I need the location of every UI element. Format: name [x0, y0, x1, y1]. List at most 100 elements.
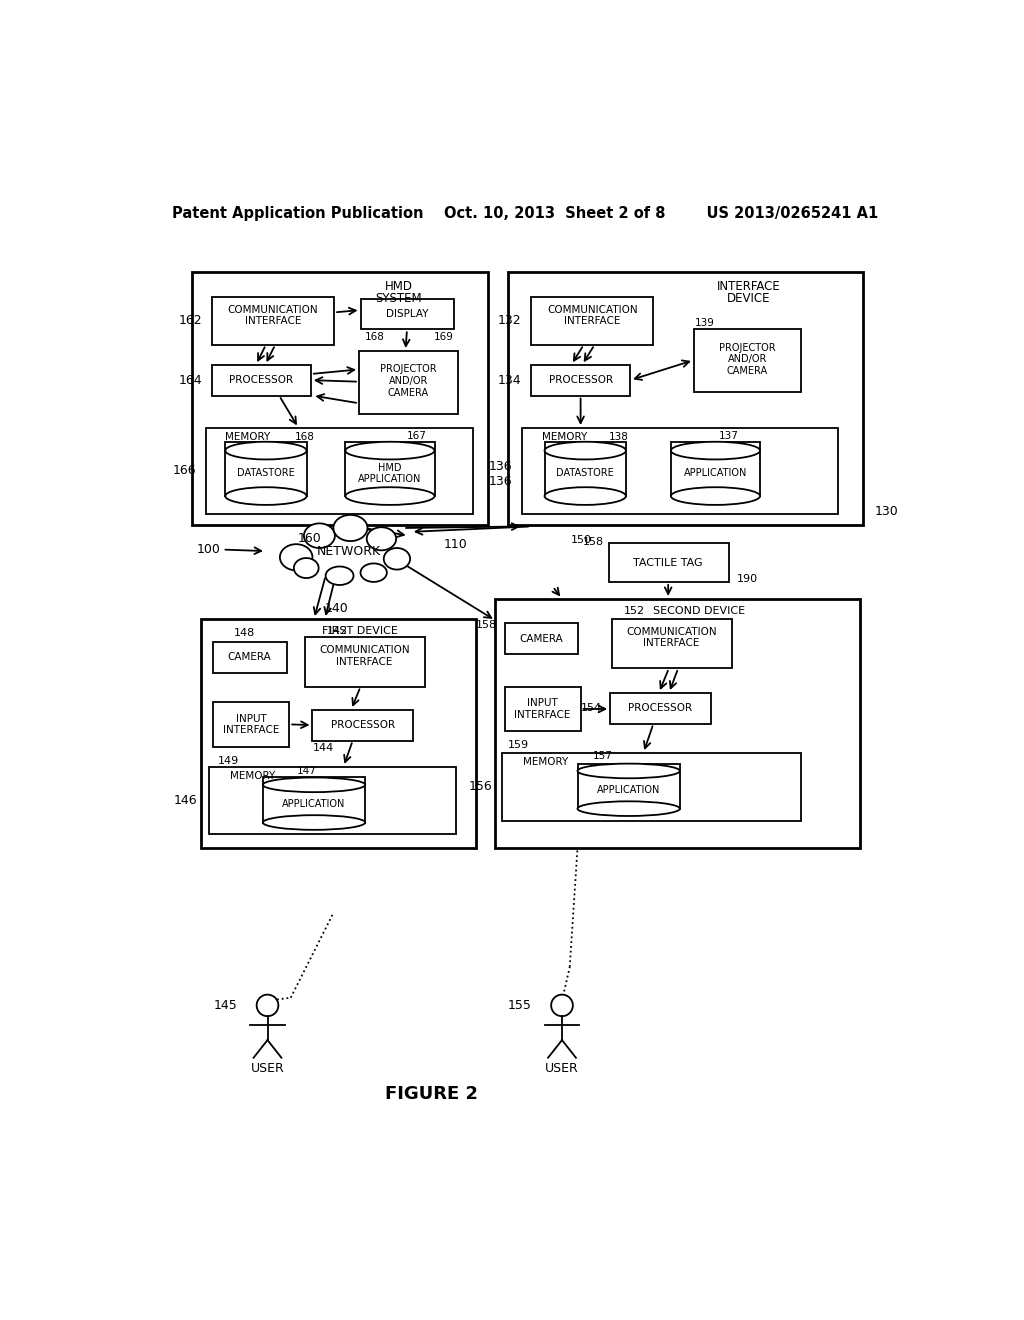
- Text: 158: 158: [583, 537, 604, 546]
- Ellipse shape: [671, 487, 760, 506]
- Ellipse shape: [345, 487, 434, 506]
- Text: INPUT
INTERFACE: INPUT INTERFACE: [223, 714, 280, 735]
- Circle shape: [551, 995, 572, 1016]
- Ellipse shape: [294, 558, 318, 578]
- Text: COMMUNICATION
INTERFACE: COMMUNICATION INTERFACE: [547, 305, 638, 326]
- Bar: [505, 686, 581, 731]
- Text: DATASTORE: DATASTORE: [238, 469, 295, 478]
- Bar: [212, 297, 334, 345]
- Bar: [671, 442, 760, 496]
- Text: 158: 158: [476, 620, 497, 630]
- Ellipse shape: [578, 763, 680, 779]
- Ellipse shape: [345, 442, 434, 459]
- Text: APPLICATION: APPLICATION: [597, 785, 660, 795]
- Text: 150: 150: [570, 535, 592, 545]
- Bar: [359, 351, 458, 414]
- Bar: [610, 693, 711, 723]
- Text: APPLICATION: APPLICATION: [283, 799, 346, 809]
- Text: PROJECTOR
AND/OR
CAMERA: PROJECTOR AND/OR CAMERA: [719, 343, 775, 376]
- Ellipse shape: [280, 544, 312, 570]
- Text: 142: 142: [327, 626, 348, 636]
- Bar: [545, 442, 626, 496]
- Text: INTERFACE: INTERFACE: [717, 280, 781, 293]
- Text: 159: 159: [508, 741, 528, 750]
- Text: CAMERA: CAMERA: [227, 652, 271, 663]
- Text: 100: 100: [197, 543, 220, 556]
- Text: COMMUNICATION
INTERFACE: COMMUNICATION INTERFACE: [319, 645, 410, 667]
- Bar: [312, 710, 414, 741]
- Bar: [521, 428, 838, 515]
- Bar: [608, 544, 729, 582]
- Text: 139: 139: [695, 318, 715, 329]
- Text: PROCESSOR: PROCESSOR: [331, 721, 395, 730]
- Text: USER: USER: [545, 1063, 579, 1074]
- Text: MEMORY: MEMORY: [230, 771, 275, 781]
- Text: NETWORK: NETWORK: [316, 545, 381, 557]
- Text: 132: 132: [498, 314, 521, 327]
- Bar: [693, 330, 801, 392]
- Text: 152: 152: [625, 606, 645, 616]
- Text: 147: 147: [297, 767, 316, 776]
- Ellipse shape: [304, 523, 335, 548]
- Text: 110: 110: [443, 539, 467, 552]
- Text: 169: 169: [434, 333, 454, 342]
- Bar: [345, 442, 434, 496]
- Bar: [611, 619, 732, 668]
- Ellipse shape: [367, 527, 396, 550]
- Ellipse shape: [263, 777, 366, 792]
- Text: MEMORY: MEMORY: [542, 432, 587, 442]
- Bar: [213, 642, 287, 673]
- Bar: [213, 702, 289, 747]
- Text: 155: 155: [508, 999, 531, 1012]
- Text: CAMERA: CAMERA: [519, 634, 563, 644]
- Text: 164: 164: [179, 374, 203, 387]
- Text: SYSTEM: SYSTEM: [376, 292, 422, 305]
- Text: 168: 168: [366, 333, 385, 342]
- Text: 134: 134: [498, 374, 521, 387]
- Text: 130: 130: [876, 504, 899, 517]
- Text: SECOND DEVICE: SECOND DEVICE: [653, 606, 745, 616]
- Bar: [578, 763, 680, 809]
- Text: 156: 156: [469, 780, 493, 793]
- Text: 157: 157: [593, 751, 613, 760]
- Ellipse shape: [578, 801, 680, 816]
- Text: COMMUNICATION
INTERFACE: COMMUNICATION INTERFACE: [227, 305, 318, 326]
- Bar: [191, 272, 487, 525]
- Bar: [531, 297, 653, 345]
- Text: MEMORY: MEMORY: [225, 432, 270, 442]
- Text: 145: 145: [214, 999, 238, 1012]
- Text: 140: 140: [325, 602, 348, 615]
- Text: PROCESSOR: PROCESSOR: [229, 375, 293, 385]
- Bar: [502, 752, 801, 821]
- Ellipse shape: [671, 442, 760, 459]
- Text: 136: 136: [488, 459, 512, 473]
- Bar: [305, 638, 425, 686]
- Text: PROJECTOR
AND/OR
CAMERA: PROJECTOR AND/OR CAMERA: [380, 364, 437, 397]
- Bar: [209, 767, 456, 834]
- Text: 136: 136: [488, 475, 512, 488]
- Text: DEVICE: DEVICE: [727, 292, 771, 305]
- Ellipse shape: [263, 816, 366, 830]
- Text: 154: 154: [581, 704, 601, 713]
- Text: Patent Application Publication    Oct. 10, 2013  Sheet 2 of 8        US 2013/026: Patent Application Publication Oct. 10, …: [172, 206, 878, 222]
- Bar: [505, 623, 579, 655]
- Text: PROCESSOR: PROCESSOR: [629, 704, 692, 713]
- Ellipse shape: [360, 564, 387, 582]
- Text: 162: 162: [179, 314, 203, 327]
- Text: DATASTORE: DATASTORE: [556, 469, 614, 478]
- Text: 190: 190: [737, 574, 759, 583]
- Text: 137: 137: [719, 430, 738, 441]
- Text: INPUT
INTERFACE: INPUT INTERFACE: [514, 698, 570, 719]
- Text: HMD
APPLICATION: HMD APPLICATION: [358, 462, 422, 484]
- Text: 148: 148: [233, 628, 255, 638]
- Text: 144: 144: [312, 743, 334, 754]
- Bar: [496, 599, 859, 849]
- Circle shape: [257, 995, 279, 1016]
- Text: 146: 146: [174, 795, 198, 807]
- Ellipse shape: [545, 442, 626, 459]
- Bar: [263, 777, 366, 822]
- Ellipse shape: [545, 487, 626, 506]
- Bar: [360, 298, 454, 330]
- Text: FIGURE 2: FIGURE 2: [385, 1085, 478, 1104]
- Text: PROCESSOR: PROCESSOR: [549, 375, 612, 385]
